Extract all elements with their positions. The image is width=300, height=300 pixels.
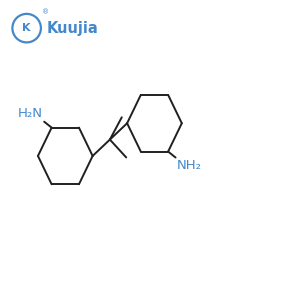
- Text: ®: ®: [42, 10, 49, 16]
- Text: H₂N: H₂N: [18, 107, 43, 120]
- Text: K: K: [22, 23, 31, 33]
- Text: Kuujia: Kuujia: [47, 21, 99, 36]
- Text: NH₂: NH₂: [177, 159, 202, 172]
